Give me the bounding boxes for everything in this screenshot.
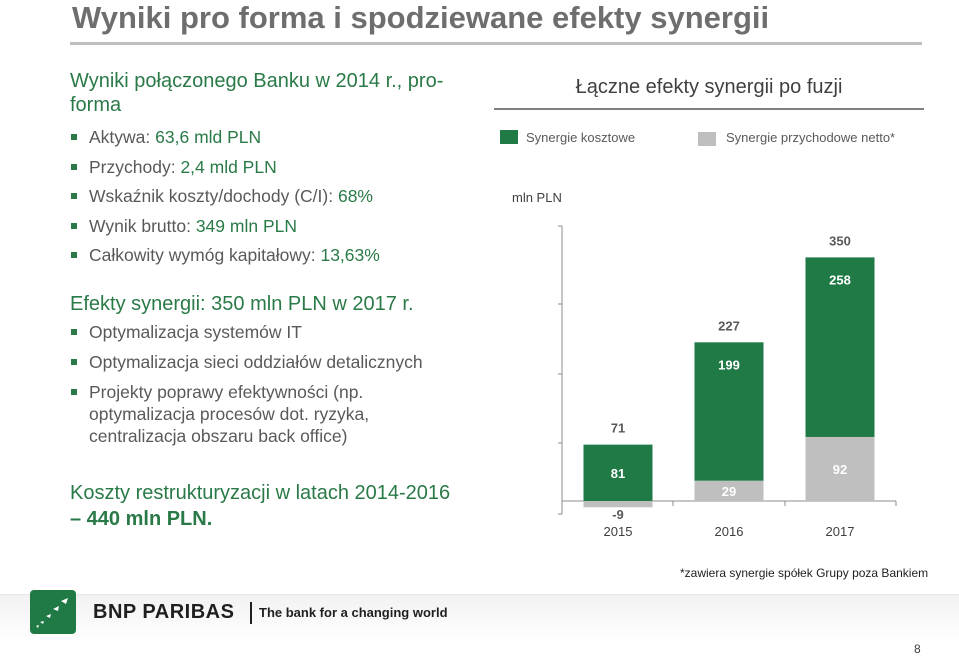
synergy-item-text: Projekty poprawy efektywności (np. optym… xyxy=(89,382,370,446)
results-item-label: Wynik brutto: xyxy=(89,215,196,236)
synergy-item: Optymalizacja sieci oddziałów detaliczny… xyxy=(70,351,450,373)
bar-revenue-synergy xyxy=(583,501,653,508)
synergy-chart: Synergie kosztowe Synergie przychodowe ne… xyxy=(500,130,897,539)
x-tick-label: 2015 xyxy=(604,524,633,539)
bar-cost-synergy xyxy=(583,444,653,501)
y-axis-unit-label: mln PLN xyxy=(512,190,562,205)
bullet-icon xyxy=(71,329,77,335)
brand-tagline: The bank for a changing world xyxy=(259,605,448,620)
footnote: *zawiera synergie spółek Grupy poza Bank… xyxy=(680,566,929,580)
results-item-value: 63,6 mld PLN xyxy=(155,127,262,147)
title-divider xyxy=(70,42,922,45)
legend-swatch-cost xyxy=(500,130,518,144)
results-item-label: Wskaźnik koszty/dochody (C/I): xyxy=(89,186,338,207)
section-heading-synergies: Efekty synergii: 350 mln PLN w 2017 r. xyxy=(70,293,414,315)
legend-label-cost: Synergie kosztowe xyxy=(526,130,635,145)
results-item-value: 349 mln PLN xyxy=(195,215,297,236)
synergy-item-text: Optymalizacja sieci oddziałów detaliczny… xyxy=(89,352,423,372)
bar-cost-synergy xyxy=(805,257,875,437)
page-title: Wyniki pro forma i spodziewane efekty sy… xyxy=(72,0,770,35)
bullet-icon xyxy=(71,252,77,259)
bullet-icon xyxy=(71,193,77,200)
results-item: Całkowity wymóg kapitałowy: 13,63% xyxy=(70,244,470,266)
synergy-item: Projekty poprawy efektywności (np. optym… xyxy=(70,381,450,447)
results-item: Wynik brutto: 349 mln PLN xyxy=(70,215,470,237)
brand-separator xyxy=(250,602,252,624)
restructuring-line2: – 440 mln PLN. xyxy=(70,508,213,530)
chart-title: Łączne efekty synergii po fuzji xyxy=(575,76,843,98)
legend-label-revenue: Synergie przychodowe netto* xyxy=(726,130,895,145)
brand-name: BNP PARIBAS xyxy=(93,601,235,623)
synergy-item-text: Optymalizacja systemów IT xyxy=(89,322,302,342)
results-item: Przychody: 2,4 mld PLN xyxy=(70,156,470,178)
chart-title-divider xyxy=(494,108,924,110)
section-heading-results: Wyniki połączonego Banku w 2014 r., pro-… xyxy=(70,70,444,116)
bar-revenue-synergy xyxy=(694,480,764,501)
data-label-revenue: -9 xyxy=(612,507,624,522)
results-item-label: Aktywa: xyxy=(89,127,156,147)
data-label-revenue: 92 xyxy=(833,462,847,477)
synergies-list: Optymalizacja systemów IT Optymalizacja s… xyxy=(70,321,450,455)
data-label-cost: 199 xyxy=(718,357,740,372)
restructuring-line1: Koszty restrukturyzacji w latach 2014-20… xyxy=(70,482,451,504)
results-item: Aktywa: 63,6 mld PLN xyxy=(70,126,470,148)
legend-swatch-revenue xyxy=(698,132,716,146)
results-item-value: 13,63% xyxy=(320,245,380,266)
data-label-cost: 258 xyxy=(829,272,851,287)
x-tick-label: 2017 xyxy=(826,524,855,539)
data-label-cost: 81 xyxy=(611,466,625,481)
results-item-value: 68% xyxy=(337,186,373,207)
bullet-icon xyxy=(71,163,77,170)
restructuring-costs: Koszty restrukturyzacji w latach 2014-20… xyxy=(70,480,510,532)
results-item-value: 2,4 mld PLN xyxy=(180,156,277,177)
results-item-label: Przychody: xyxy=(89,156,181,177)
bullet-icon xyxy=(71,389,77,395)
bar-revenue-synergy xyxy=(805,436,875,501)
data-label-total: 227 xyxy=(718,318,740,333)
results-item-label: Całkowity wymóg kapitałowy: xyxy=(89,245,321,266)
x-tick-label: 2016 xyxy=(715,524,744,539)
page-number: 8 xyxy=(914,642,921,656)
bullet-icon xyxy=(71,359,77,365)
bullet-icon xyxy=(71,134,77,140)
bullet-icon xyxy=(71,222,77,229)
data-label-revenue: 29 xyxy=(722,484,736,499)
synergy-item: Optymalizacja systemów IT xyxy=(70,321,450,343)
data-label-total: 71 xyxy=(611,421,625,436)
results-list: Aktywa: 63,6 mld PLN Przychody: 2,4 mld P… xyxy=(70,126,470,274)
bnp-logo-icon xyxy=(30,590,76,634)
bar-cost-synergy xyxy=(694,342,764,481)
results-item: Wskaźnik koszty/dochody (C/I): 68% xyxy=(70,185,470,207)
footer-band xyxy=(0,594,959,643)
data-label-total: 350 xyxy=(829,233,851,248)
